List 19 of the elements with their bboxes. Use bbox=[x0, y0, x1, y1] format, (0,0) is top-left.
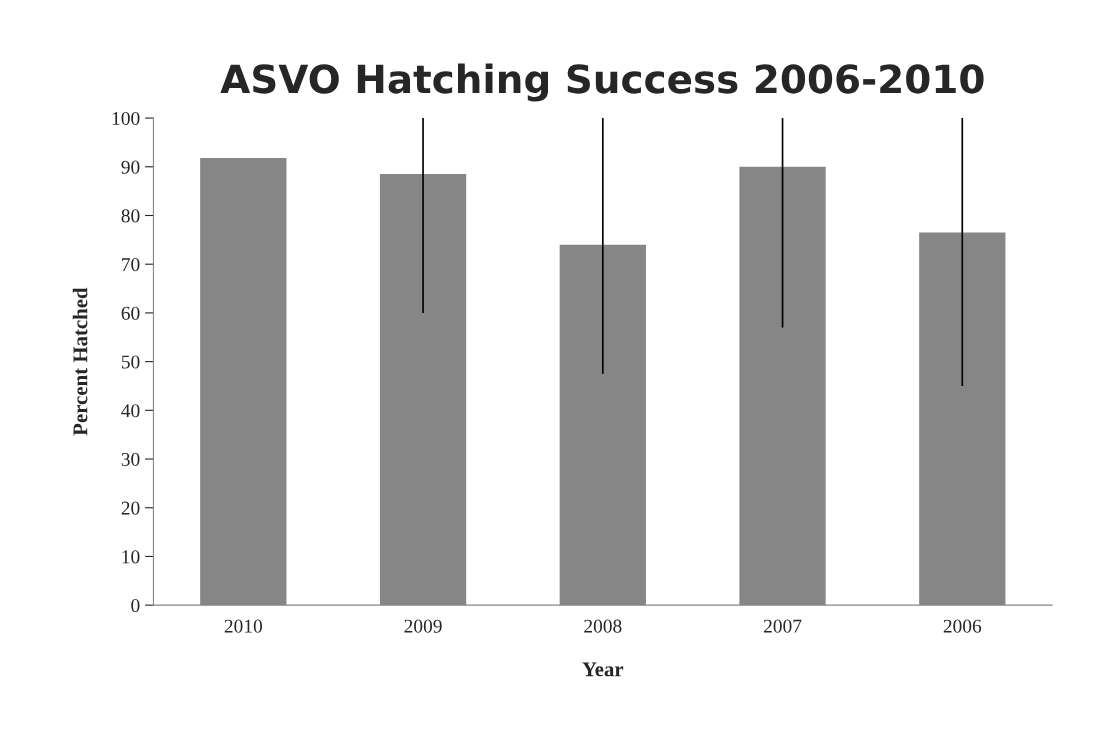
y-tick-label: 50 bbox=[121, 355, 140, 369]
y-tick-label: 100 bbox=[112, 111, 140, 126]
y-tick-label: 80 bbox=[121, 209, 140, 223]
x-tick-label: 2006 bbox=[943, 619, 982, 633]
x-tick-label: 2009 bbox=[404, 619, 442, 633]
y-tick-label: 40 bbox=[121, 404, 140, 418]
y-tick-label: 20 bbox=[121, 501, 140, 515]
y-axis-title: Percent Hatched bbox=[72, 287, 88, 436]
y-tick-label: 90 bbox=[121, 160, 140, 174]
y-tick-label: 60 bbox=[121, 306, 140, 320]
y-tick-label: 70 bbox=[122, 258, 140, 272]
x-tick-label: 2008 bbox=[584, 619, 622, 633]
y-tick-label: 30 bbox=[121, 452, 140, 466]
y-tick-label: 0 bbox=[131, 598, 140, 613]
x-tick-label: 2007 bbox=[763, 619, 802, 633]
y-tick-label: 10 bbox=[122, 550, 140, 564]
chart-title: ASVO Hatching Success 2006-2010 bbox=[220, 63, 984, 102]
x-axis-title: Year bbox=[582, 662, 624, 677]
x-tick-label: 2010 bbox=[224, 619, 263, 633]
